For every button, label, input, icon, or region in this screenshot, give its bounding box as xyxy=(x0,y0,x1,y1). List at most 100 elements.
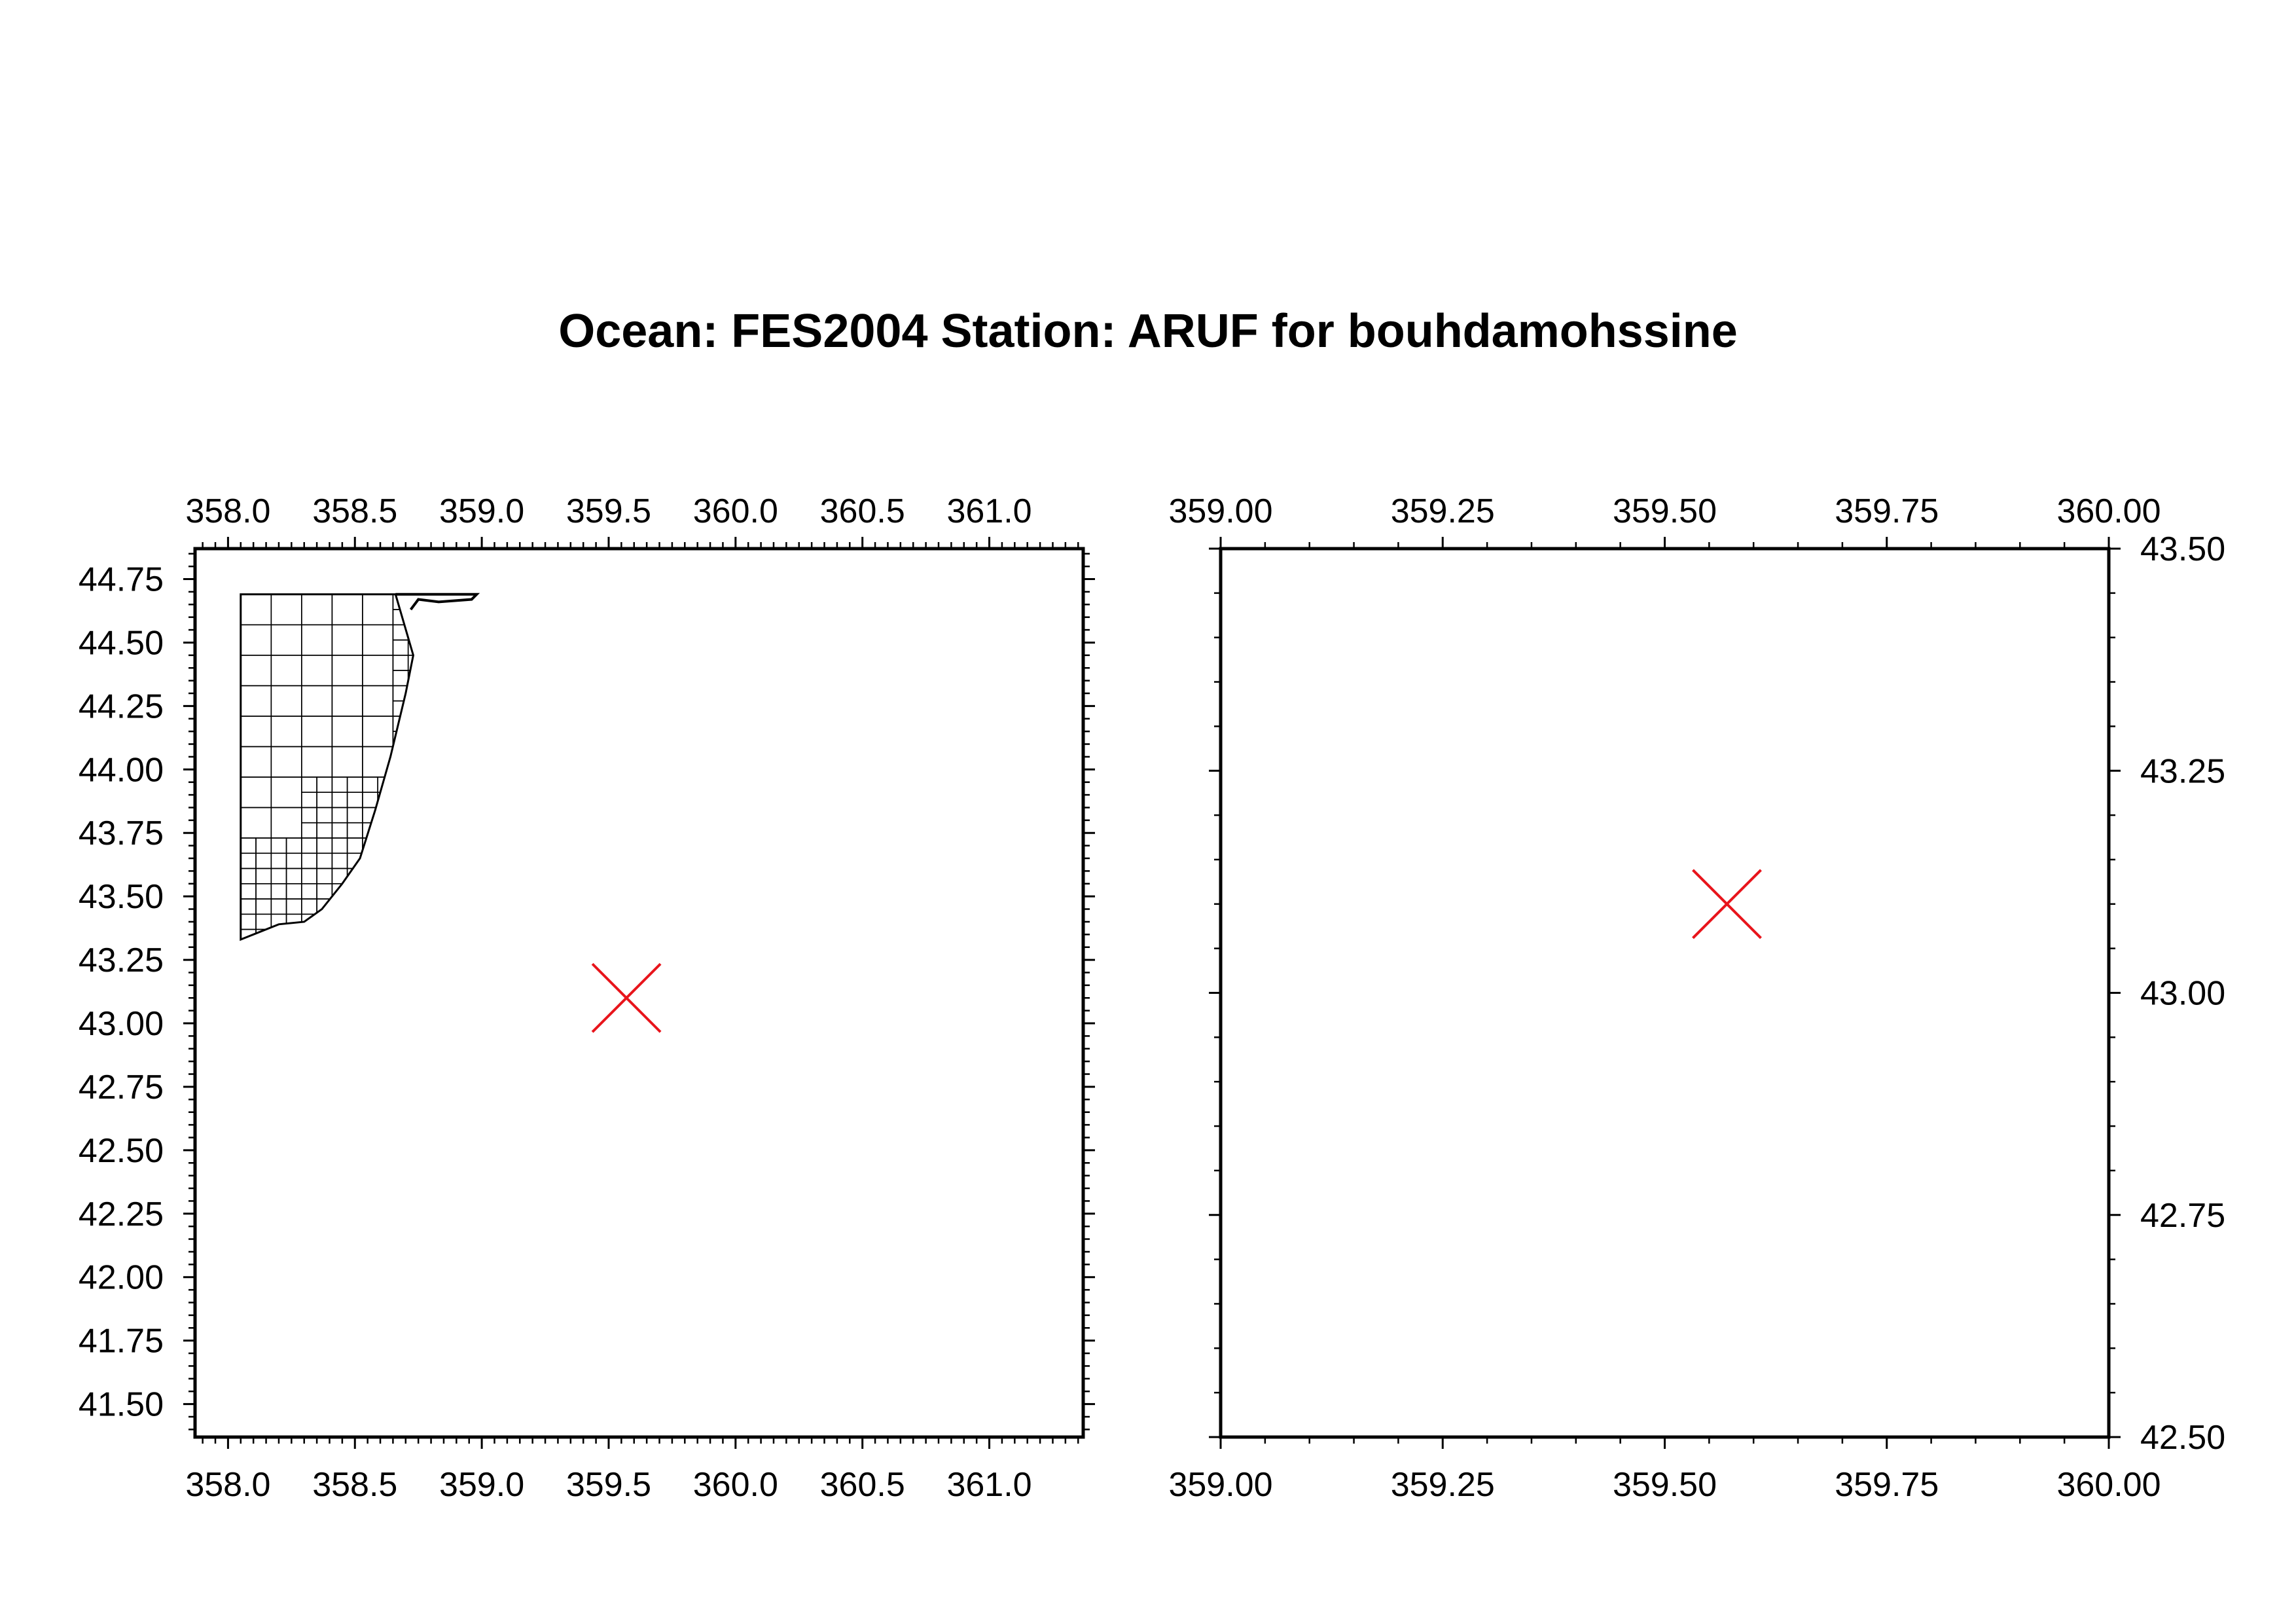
x-tick-label-top: 360.0 xyxy=(693,492,778,530)
x-tick-label-top: 358.0 xyxy=(185,492,270,530)
x-tick-label-bottom: 361.0 xyxy=(946,1466,1031,1504)
grid-cell xyxy=(316,822,333,839)
grid-cell xyxy=(331,852,348,869)
grid-cell xyxy=(301,792,317,809)
station-marker xyxy=(1692,869,1762,939)
grid-cell xyxy=(331,822,348,839)
grid-cell xyxy=(407,685,414,702)
x-tick-label-top: 359.75 xyxy=(1835,492,1939,530)
coastline-edge xyxy=(240,593,414,941)
grid-cell xyxy=(331,655,363,687)
grid-cell xyxy=(407,822,414,839)
station-marker-stroke-b xyxy=(591,962,662,1033)
grid-cell xyxy=(301,655,333,687)
grid-cell xyxy=(301,594,333,626)
grid-cell xyxy=(392,837,409,854)
y-tick-label-left: 43.25 xyxy=(79,941,164,979)
grid-cell xyxy=(301,867,317,884)
grid-cell xyxy=(331,792,348,809)
grid-cell xyxy=(240,594,272,626)
grid-cell xyxy=(241,945,256,960)
grid-cell xyxy=(331,746,363,778)
y-tick-label-left: 44.75 xyxy=(79,561,164,599)
grid-cell xyxy=(377,898,394,915)
x-tick-label-top: 359.50 xyxy=(1613,492,1717,530)
grid-cell xyxy=(316,867,333,884)
x-tick-label-top: 359.25 xyxy=(1391,492,1495,530)
grid-cell xyxy=(301,624,333,656)
map-frame xyxy=(1219,547,2111,1439)
grid-cell xyxy=(331,716,363,748)
grid-cell xyxy=(316,776,333,793)
grid-cell xyxy=(270,852,287,869)
grid-cell xyxy=(362,898,378,915)
grid-cell xyxy=(407,928,414,940)
grid-cell xyxy=(407,852,414,869)
grid-cell xyxy=(407,776,414,793)
y-tick-label-right: 42.50 xyxy=(2140,1419,2225,1457)
grid-cell xyxy=(331,624,363,656)
grid-cell xyxy=(301,852,317,869)
grid-cell xyxy=(316,883,333,900)
y-tick-label-right: 43.25 xyxy=(2140,752,2225,790)
y-tick-label-left: 43.50 xyxy=(79,878,164,916)
grid-cell xyxy=(346,883,363,900)
grid-cell xyxy=(407,700,414,717)
grid-cell xyxy=(407,867,414,884)
grid-cell xyxy=(407,639,414,656)
grid-cell xyxy=(270,655,302,687)
grid-cell xyxy=(407,883,414,900)
grid-cell xyxy=(362,776,378,793)
grid-cell xyxy=(301,883,317,900)
grid-cell xyxy=(363,945,378,960)
grid-cell xyxy=(285,928,302,940)
grid-cell xyxy=(331,837,348,854)
grid-cell xyxy=(270,867,287,884)
x-tick-label-top: 360.00 xyxy=(2056,492,2161,530)
grid-cell xyxy=(377,883,394,900)
grid-cell xyxy=(285,867,302,884)
grid-cell xyxy=(316,807,333,824)
grid-cell xyxy=(407,807,414,824)
grid-cell xyxy=(378,945,393,960)
grid-cell xyxy=(255,883,272,900)
grid-cell xyxy=(255,867,272,884)
grid-cell xyxy=(407,837,414,854)
grid-cell xyxy=(362,867,378,884)
model-grid-cells xyxy=(240,594,414,960)
grid-cell xyxy=(362,913,378,930)
grid-cell xyxy=(392,883,409,900)
grid-cell xyxy=(407,624,414,641)
y-tick-label-right: 43.50 xyxy=(2140,530,2225,568)
grid-cell xyxy=(331,913,348,930)
grid-cell xyxy=(392,792,409,809)
grid-cell xyxy=(331,928,348,940)
x-tick-label-top: 360.5 xyxy=(820,492,905,530)
grid-cell xyxy=(240,685,272,717)
grid-cell xyxy=(240,716,272,748)
grid-cell xyxy=(346,837,363,854)
grid-cell xyxy=(301,716,333,748)
grid-cell xyxy=(362,655,394,687)
grid-cell xyxy=(256,945,271,960)
grid-cell xyxy=(346,776,363,793)
map-frame xyxy=(193,547,1085,1439)
grid-cell xyxy=(392,639,409,656)
grid-cell xyxy=(301,822,317,839)
grid-cell xyxy=(407,609,414,626)
grid-cell xyxy=(270,624,302,656)
grid-cell xyxy=(255,837,272,854)
page-title: Ocean: FES2004 Station: ARUF for bouhdam… xyxy=(558,305,1738,357)
grid-cell xyxy=(407,716,414,732)
grid-cell xyxy=(316,913,333,930)
grid-cell xyxy=(285,898,302,915)
grid-cell xyxy=(240,624,272,656)
grid-cell xyxy=(362,883,378,900)
x-tick-label-bottom: 359.50 xyxy=(1613,1466,1717,1504)
grid-cell xyxy=(331,776,348,793)
grid-cell xyxy=(332,945,347,960)
x-tick-label-bottom: 359.5 xyxy=(566,1466,651,1504)
grid-cell xyxy=(377,837,394,854)
grid-cell xyxy=(377,867,394,884)
